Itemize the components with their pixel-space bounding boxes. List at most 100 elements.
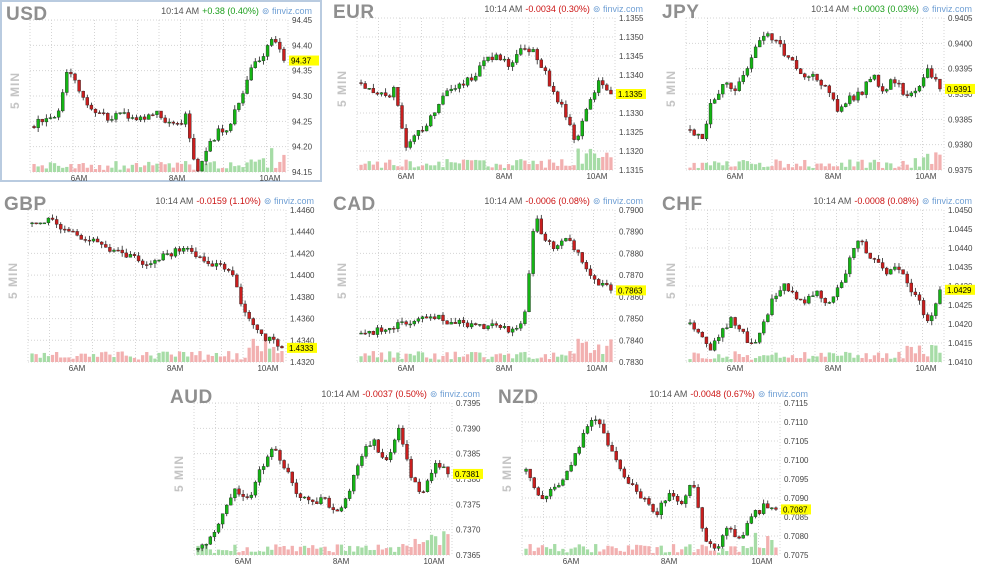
- y-tick-label: 1.0425: [948, 301, 973, 310]
- candle-body: [54, 219, 59, 225]
- candle-body: [433, 112, 437, 116]
- currency-panel-nzd[interactable]: 0.7075 0.7080 0.7085 0.7090 0.7095 0.7100 0.71…: [494, 385, 816, 567]
- volume-bar: [588, 352, 593, 362]
- currency-panel-jpy[interactable]: 0.9375 0.9380 0.9385 0.9390 0.9395 0.9400 0.94…: [658, 0, 980, 182]
- volume-bar: [794, 163, 799, 170]
- finviz-link[interactable]: ⊚ finviz.com: [922, 196, 972, 206]
- volume-bar: [523, 160, 527, 170]
- x-tick-label: 10AM: [915, 364, 936, 373]
- finviz-link[interactable]: ⊚ finviz.com: [758, 389, 808, 399]
- volume-bar: [704, 162, 709, 170]
- volume-bar: [839, 355, 844, 362]
- candle-body: [540, 494, 545, 500]
- volume-bar: [404, 353, 408, 362]
- volume-bar: [179, 163, 184, 172]
- currency-panel-cad[interactable]: 0.7830 0.7840 0.7850 0.7860 0.7870 0.7880 0.78…: [329, 192, 651, 374]
- volume-bar: [243, 357, 247, 362]
- candle-body: [901, 269, 905, 275]
- x-tick-label: 8AM: [825, 172, 842, 181]
- volume-bar: [482, 357, 486, 362]
- currency-name: CHF: [662, 194, 703, 215]
- volume-bar: [229, 550, 233, 555]
- candle-body: [651, 504, 655, 512]
- volume-bar: [453, 162, 457, 170]
- currency-panel-chf[interactable]: 1.04101.04151.04201.04251.04301.04351.04…: [658, 192, 980, 374]
- candle-body: [253, 481, 258, 496]
- candle-body: [266, 456, 270, 467]
- finviz-link[interactable]: ⊚ finviz.com: [593, 4, 643, 14]
- candle-body: [506, 326, 511, 333]
- volume-bar: [770, 166, 774, 170]
- volume-bar: [384, 548, 389, 555]
- candle-body: [235, 274, 239, 288]
- candle-body: [876, 74, 881, 87]
- candle-body: [269, 39, 274, 46]
- candle-body: [239, 286, 243, 305]
- finviz-brand-text: finviz.com: [439, 389, 480, 399]
- candle-body: [568, 116, 572, 126]
- volume-bar: [868, 359, 872, 362]
- volume-bar: [214, 352, 219, 362]
- candle-body: [700, 507, 704, 529]
- volume-bar: [688, 167, 692, 170]
- volume-bar: [856, 161, 860, 170]
- volume-bar: [437, 161, 441, 170]
- update-time: 10:14 AM: [811, 4, 850, 14]
- finviz-link[interactable]: ⊚ finviz.com: [262, 6, 312, 16]
- y-tick-label: 1.0415: [948, 339, 973, 348]
- candle-body: [762, 321, 766, 334]
- candle-body: [790, 57, 795, 61]
- volume-bar: [692, 162, 696, 170]
- finviz-link[interactable]: ⊚ finviz.com: [430, 389, 480, 399]
- candle-body: [408, 323, 412, 326]
- candle-body: [490, 323, 494, 326]
- candle-body: [692, 485, 696, 488]
- finviz-link[interactable]: ⊚ finviz.com: [593, 196, 643, 206]
- volume-bar: [212, 552, 217, 555]
- y-tick-label: 0.7075: [784, 551, 809, 560]
- volume-bar: [725, 551, 729, 555]
- volume-bar: [83, 353, 87, 362]
- volume-bar: [790, 167, 795, 170]
- candle-body: [331, 507, 335, 510]
- candle-body: [766, 33, 770, 37]
- currency-panel-gbp[interactable]: 1.4320 1.4340 1.4360 1.4380 1.4400 1.4420 1.44…: [0, 192, 322, 374]
- candle-body: [688, 129, 692, 131]
- candle-body: [163, 117, 167, 123]
- currency-panel-eur[interactable]: 1.1315 1.1320 1.1325 1.1330 1.1335 1.1340 1.13…: [329, 0, 651, 182]
- candle-body: [122, 112, 126, 114]
- volume-bar: [95, 356, 100, 362]
- interval-label: 5 MIN: [664, 262, 678, 300]
- volume-bar: [441, 355, 445, 362]
- finviz-link[interactable]: ⊚ finviz.com: [922, 4, 972, 14]
- candle-body: [204, 543, 208, 546]
- candle-body: [73, 73, 77, 81]
- volume-bar: [30, 353, 34, 362]
- candle-body: [93, 108, 98, 113]
- candle-body: [547, 240, 552, 242]
- candle-body: [880, 86, 885, 92]
- volume-bar: [782, 356, 786, 362]
- volume-bar: [136, 359, 141, 362]
- candle-body: [692, 129, 696, 136]
- volume-bar: [400, 358, 404, 362]
- currency-panel-aud[interactable]: 0.7365 0.7370 0.7375 0.7380 0.7385 0.7390 0.73…: [166, 385, 488, 567]
- volume-bar: [359, 356, 363, 362]
- candle-body: [237, 102, 241, 110]
- candle-body: [445, 320, 449, 325]
- candle-body: [580, 252, 584, 263]
- finviz-link[interactable]: ⊚ finviz.com: [264, 196, 314, 206]
- candle-body: [835, 99, 840, 112]
- candle-body: [245, 79, 249, 94]
- candle-body: [675, 496, 680, 502]
- volume-bar: [921, 157, 926, 170]
- candle-body: [598, 419, 602, 425]
- volume-bar: [145, 352, 149, 362]
- candle-body: [171, 121, 176, 124]
- candle-body: [700, 133, 705, 140]
- volume-bar: [498, 353, 502, 362]
- candle-body: [364, 446, 368, 457]
- currency-panel-usd[interactable]: 94.15 94.20 94.25 94.30 94.35 94.40 94.45 6AM 8A…: [0, 0, 322, 183]
- candle-body: [392, 87, 396, 98]
- volume-bar: [605, 345, 609, 362]
